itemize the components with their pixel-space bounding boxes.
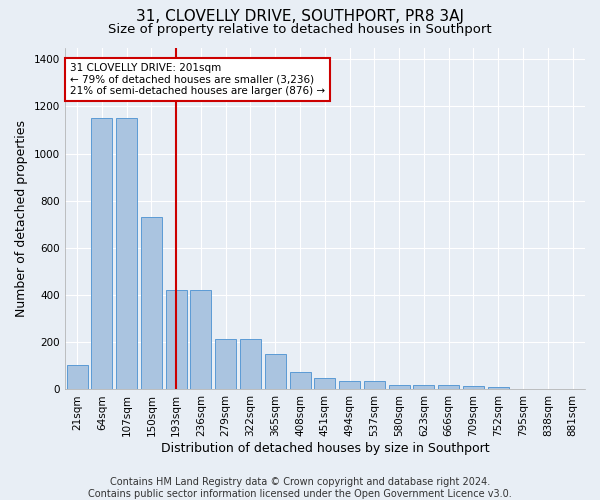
Bar bbox=[364, 381, 385, 390]
Bar bbox=[488, 387, 509, 390]
Bar bbox=[438, 385, 459, 390]
Bar bbox=[116, 118, 137, 390]
Bar bbox=[240, 339, 261, 390]
Bar bbox=[215, 339, 236, 390]
Bar bbox=[314, 378, 335, 390]
Bar bbox=[290, 372, 311, 390]
Text: 31, CLOVELLY DRIVE, SOUTHPORT, PR8 3AJ: 31, CLOVELLY DRIVE, SOUTHPORT, PR8 3AJ bbox=[136, 9, 464, 24]
Text: Size of property relative to detached houses in Southport: Size of property relative to detached ho… bbox=[108, 22, 492, 36]
Bar bbox=[91, 118, 112, 390]
Bar bbox=[265, 354, 286, 390]
Bar bbox=[67, 364, 88, 390]
Bar bbox=[190, 290, 211, 390]
Bar bbox=[389, 384, 410, 390]
Text: Contains HM Land Registry data © Crown copyright and database right 2024.
Contai: Contains HM Land Registry data © Crown c… bbox=[88, 478, 512, 499]
Bar bbox=[141, 218, 162, 390]
Y-axis label: Number of detached properties: Number of detached properties bbox=[15, 120, 28, 317]
Text: 31 CLOVELLY DRIVE: 201sqm
← 79% of detached houses are smaller (3,236)
21% of se: 31 CLOVELLY DRIVE: 201sqm ← 79% of detac… bbox=[70, 63, 325, 96]
Bar bbox=[463, 386, 484, 390]
Bar bbox=[339, 381, 360, 390]
Bar bbox=[166, 290, 187, 390]
X-axis label: Distribution of detached houses by size in Southport: Distribution of detached houses by size … bbox=[161, 442, 489, 455]
Bar bbox=[413, 385, 434, 390]
